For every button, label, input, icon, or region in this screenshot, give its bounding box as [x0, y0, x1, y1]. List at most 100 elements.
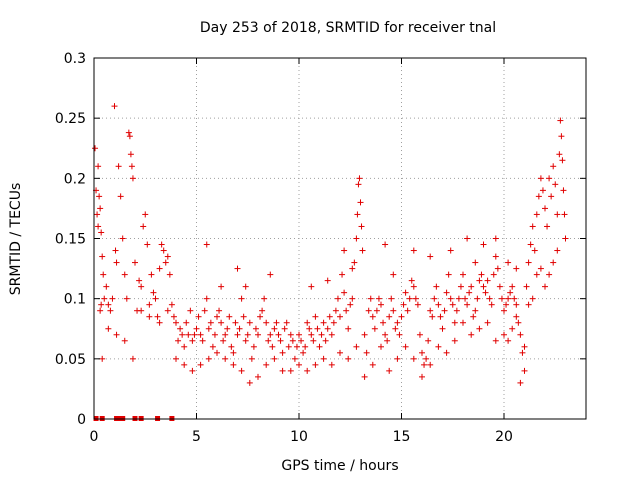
- data-point: [310, 337, 317, 344]
- data-point: [218, 283, 225, 290]
- data-point: [511, 295, 518, 302]
- data-point: [302, 343, 309, 350]
- data-point: [214, 349, 220, 356]
- data-point: [275, 331, 282, 338]
- data-point: [356, 175, 363, 182]
- data-point: [234, 265, 241, 272]
- data-point: [410, 355, 417, 362]
- data-point: [478, 271, 485, 278]
- data-point: [486, 295, 493, 302]
- data-point: [447, 247, 454, 254]
- data-point: [232, 319, 239, 326]
- data-point: [209, 343, 216, 350]
- data-point: [539, 187, 546, 194]
- data-point: [443, 289, 450, 296]
- data-point: [449, 301, 456, 308]
- data-point: [244, 331, 251, 338]
- data-point: [375, 295, 382, 302]
- data-point: [293, 343, 300, 350]
- y-axis-label: SRMTID / TECUs: [8, 183, 24, 296]
- data-point: [559, 157, 566, 164]
- data-point: [380, 319, 387, 326]
- data-point: [132, 259, 138, 266]
- data-point: [304, 319, 311, 326]
- data-point: [494, 265, 501, 272]
- data-point: [140, 223, 147, 230]
- data-point: [556, 151, 563, 158]
- data-point: [451, 319, 458, 326]
- data-point: [138, 307, 145, 314]
- data-point: [367, 295, 374, 302]
- data-point: [492, 253, 499, 260]
- data-point: [320, 319, 327, 326]
- data-point: [365, 307, 372, 314]
- data-point: [476, 277, 483, 284]
- data-point: [554, 247, 561, 254]
- data-point: [316, 343, 323, 350]
- data-point: [224, 325, 231, 332]
- data-point: [226, 313, 233, 320]
- data-point: [552, 181, 559, 188]
- data-point: [363, 349, 370, 356]
- data-point: [238, 295, 245, 302]
- data-point: [457, 283, 464, 290]
- data-point: [228, 343, 235, 350]
- data-point: [382, 331, 389, 338]
- data-point: [306, 325, 313, 332]
- y-tick-label: 0.05: [55, 352, 86, 368]
- data-point: [472, 307, 479, 314]
- data-point: [546, 175, 553, 182]
- data-point: [193, 325, 200, 332]
- data-point: [179, 331, 186, 338]
- data-point: [242, 337, 249, 344]
- data-point: [129, 175, 136, 182]
- data-point: [476, 325, 483, 332]
- data-point: [402, 343, 409, 350]
- data-point: [112, 247, 119, 254]
- data-point: [527, 241, 534, 248]
- data-point: [337, 313, 343, 320]
- data-point: [103, 283, 110, 290]
- data-point: [312, 313, 319, 320]
- data-point: [138, 283, 145, 290]
- chart-title: Day 253 of 2018, SRMTID for receiver tna…: [200, 20, 496, 36]
- data-point: [95, 223, 102, 230]
- data-point: [308, 283, 315, 290]
- data-point: [382, 241, 389, 248]
- data-point: [464, 301, 471, 308]
- data-point: [378, 343, 384, 350]
- x-tick-label: 5: [192, 429, 201, 445]
- data-point: [113, 259, 120, 266]
- data-point: [521, 367, 528, 374]
- data-point: [419, 373, 425, 380]
- data-point: [164, 253, 171, 260]
- data-point: [390, 307, 397, 314]
- data-point: [384, 337, 391, 344]
- data-point: [507, 289, 514, 296]
- data-point: [125, 129, 132, 136]
- data-point: [423, 355, 430, 362]
- data-point: [148, 271, 155, 278]
- data-point: [388, 295, 395, 302]
- data-point: [392, 325, 399, 332]
- data-point: [181, 343, 188, 350]
- data-point: [470, 313, 477, 320]
- data-point: [361, 331, 368, 338]
- data-point: [519, 349, 526, 356]
- data-point: [328, 361, 335, 368]
- data-point: [557, 117, 564, 124]
- data-point: [531, 247, 538, 254]
- data-point: [322, 337, 329, 344]
- data-point: [285, 343, 292, 350]
- data-point: [330, 319, 337, 326]
- data-point: [482, 289, 489, 296]
- data-point: [146, 301, 153, 308]
- data-point: [513, 265, 520, 272]
- data-point: [129, 355, 136, 362]
- data-point: [358, 223, 365, 230]
- data-point: [501, 331, 507, 338]
- data-point: [222, 355, 229, 362]
- data-point: [263, 361, 270, 368]
- data-point: [152, 295, 159, 302]
- data-point: [96, 193, 103, 200]
